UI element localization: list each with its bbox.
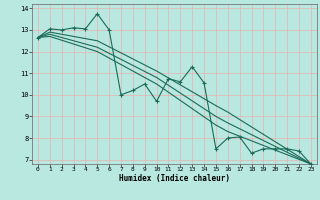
X-axis label: Humidex (Indice chaleur): Humidex (Indice chaleur) [119,174,230,183]
